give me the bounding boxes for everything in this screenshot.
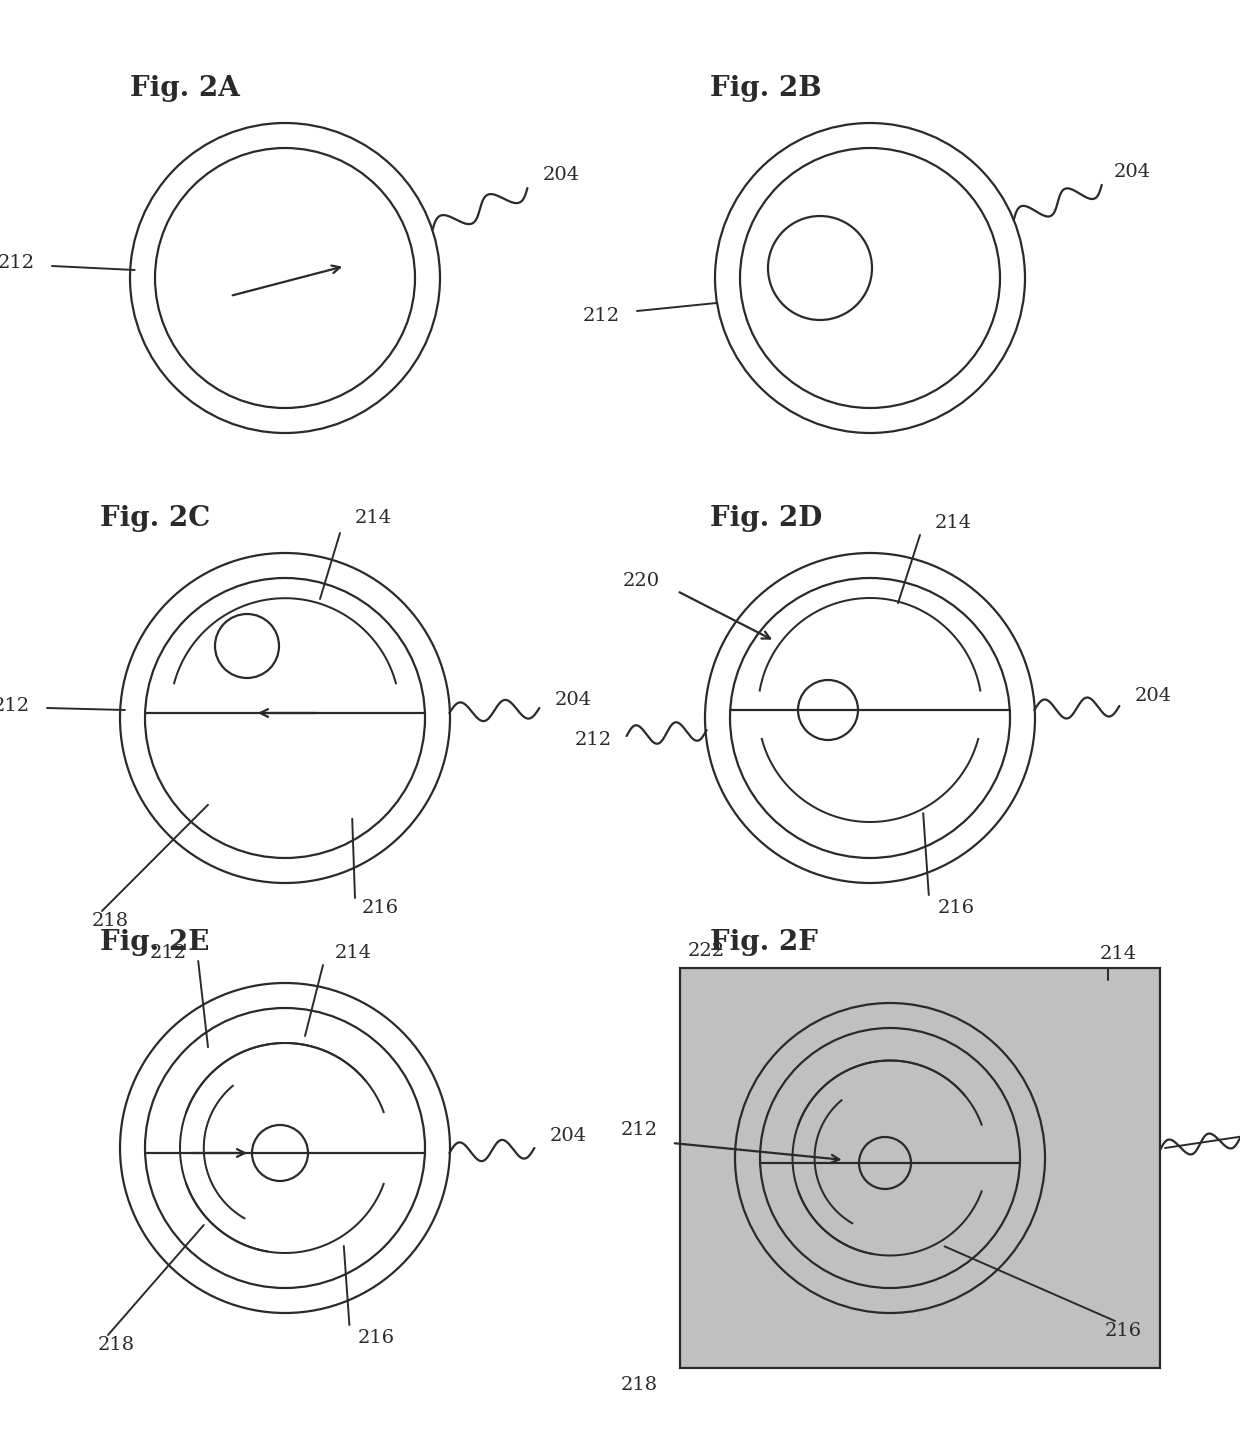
Text: 204: 204 xyxy=(1135,686,1172,705)
Text: 204: 204 xyxy=(549,1126,587,1145)
Text: 212: 212 xyxy=(0,696,30,715)
Text: 212: 212 xyxy=(621,1121,658,1139)
Text: Fig. 2F: Fig. 2F xyxy=(711,930,818,956)
Text: 214: 214 xyxy=(335,944,372,962)
Text: Fig. 2D: Fig. 2D xyxy=(711,504,822,532)
Text: 214: 214 xyxy=(935,514,972,532)
Text: 220: 220 xyxy=(622,572,660,590)
Text: 216: 216 xyxy=(362,898,399,917)
Text: 204: 204 xyxy=(542,166,579,183)
Text: 212: 212 xyxy=(150,944,187,962)
Text: Fig. 2B: Fig. 2B xyxy=(711,75,822,102)
Text: 218: 218 xyxy=(92,911,129,930)
Text: 214: 214 xyxy=(1100,944,1137,963)
Text: 212: 212 xyxy=(574,731,611,749)
Text: 212: 212 xyxy=(583,307,620,325)
FancyBboxPatch shape xyxy=(680,969,1159,1369)
Text: 222: 222 xyxy=(688,941,725,960)
Text: 218: 218 xyxy=(621,1376,658,1394)
Text: 216: 216 xyxy=(937,898,975,917)
Text: Fig. 2C: Fig. 2C xyxy=(100,504,211,532)
Text: 216: 216 xyxy=(358,1328,394,1347)
Text: 218: 218 xyxy=(98,1336,135,1354)
Text: 212: 212 xyxy=(0,254,35,272)
Text: 214: 214 xyxy=(355,509,392,527)
Text: Fig. 2A: Fig. 2A xyxy=(130,75,239,102)
Text: 204: 204 xyxy=(1114,163,1151,181)
Text: Fig. 2E: Fig. 2E xyxy=(100,930,210,956)
Text: 216: 216 xyxy=(1105,1323,1142,1340)
Text: 204: 204 xyxy=(554,691,591,709)
